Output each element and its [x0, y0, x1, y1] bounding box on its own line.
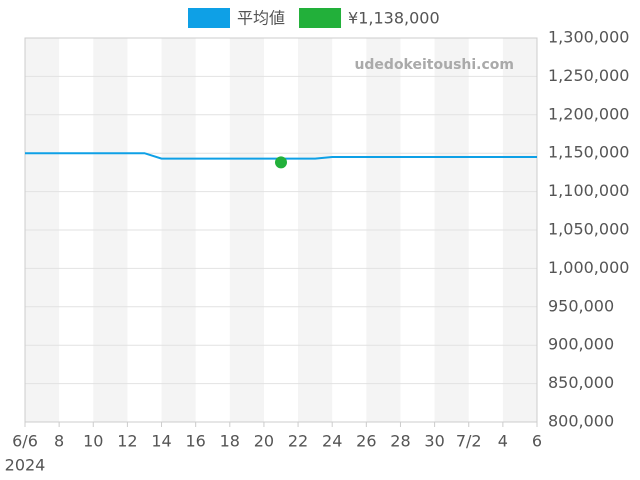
- watermark: udedokeitoushi.com: [354, 57, 514, 73]
- x-sublabel: 2024: [5, 456, 46, 475]
- y-tick-label: 850,000: [548, 373, 614, 392]
- plot-border: [24, 37, 538, 423]
- legend-swatch: [188, 8, 230, 28]
- x-tick-label: 6/6: [12, 432, 38, 451]
- y-tick-label: 1,250,000: [548, 66, 629, 85]
- x-tick-label: 26: [356, 432, 376, 451]
- x-tick-label: 20: [254, 432, 274, 451]
- x-tick-label: 14: [151, 432, 171, 451]
- legend-label: ¥1,138,000: [348, 9, 440, 28]
- x-tick-label: 24: [322, 432, 342, 451]
- y-tick-label: 800,000: [548, 412, 614, 431]
- x-tick-label: 4: [498, 432, 508, 451]
- x-tick-label: 6: [532, 432, 542, 451]
- y-tick-label: 1,050,000: [548, 220, 629, 239]
- legend-label: 平均値: [237, 9, 285, 28]
- x-tick-label: 12: [117, 432, 137, 451]
- y-tick-label: 1,200,000: [548, 104, 629, 123]
- x-tick-label: 7/2: [456, 432, 482, 451]
- y-tick-label: 1,000,000: [548, 258, 629, 277]
- y-tick-label: 1,100,000: [548, 181, 629, 200]
- point: [275, 156, 287, 169]
- x-tick-label: 10: [83, 432, 103, 451]
- y-tick-label: 1,150,000: [548, 143, 629, 162]
- y-tick-label: 900,000: [548, 335, 614, 354]
- x-tick-label: 16: [185, 432, 205, 451]
- x-tick-label: 8: [54, 432, 64, 451]
- x-tick-label: 22: [288, 432, 308, 451]
- y-tick-label: 950,000: [548, 296, 614, 315]
- x-tick-label: 28: [390, 432, 410, 451]
- x-tick-label: 18: [220, 432, 240, 451]
- x-tick-label: 30: [424, 432, 444, 451]
- legend-swatch: [299, 8, 342, 28]
- y-tick-label: 1,300,000: [548, 28, 629, 47]
